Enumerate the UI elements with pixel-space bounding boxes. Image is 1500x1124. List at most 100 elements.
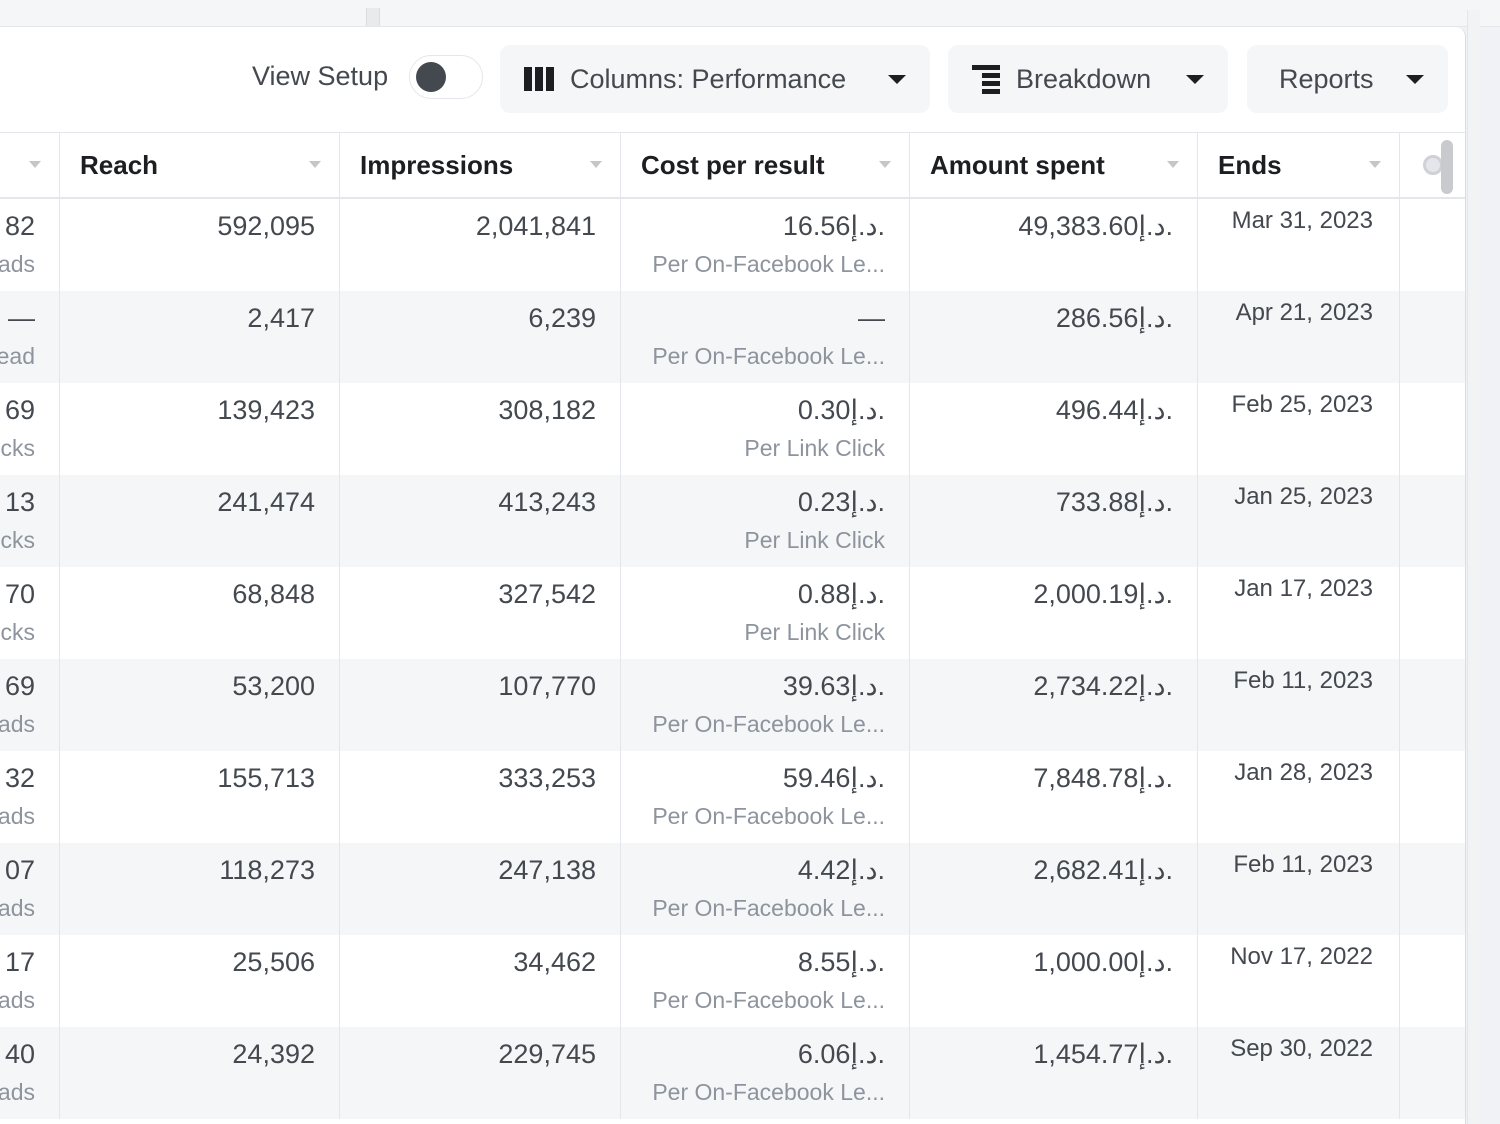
cell-reach: 155,713 <box>60 751 340 843</box>
table-row[interactable]: 82 ads 592,095 2,041,841 16.56د.إ. Per On-Fac… <box>0 199 1465 291</box>
ends-value: Apr 21, 2023 <box>1235 299 1373 326</box>
cell-amount-spent: 2,000.19د.إ. <box>910 567 1198 659</box>
results-value: 69 <box>4 671 35 701</box>
cell-ends: Jan 28, 2023 <box>1198 751 1400 843</box>
reach-value: 53,200 <box>232 671 315 701</box>
sort-caret-icon[interactable] <box>590 161 602 168</box>
cell-reach: 68,848 <box>60 567 340 659</box>
column-header-reach[interactable]: Reach <box>60 133 340 197</box>
cell-ends: Nov 17, 2022 <box>1198 935 1400 1027</box>
results-value: 40 <box>4 1039 35 1069</box>
cell-cost-per-result: 8.55د.إ. Per On-Facebook Le... <box>621 935 910 1027</box>
table-row[interactable]: 69 ads 53,200 107,770 39.63د.إ. Per On-Facebo… <box>0 659 1465 751</box>
results-value: 07 <box>4 855 35 885</box>
reach-value: 118,273 <box>219 855 315 885</box>
column-header-results[interactable] <box>0 133 60 197</box>
impressions-value: 308,182 <box>498 395 596 425</box>
cell-ends: Jan 25, 2023 <box>1198 475 1400 567</box>
columns-dropdown-button[interactable]: Columns: Performance <box>500 45 930 113</box>
cell-impressions: 247,138 <box>340 843 621 935</box>
cell-ends: Jan 17, 2023 <box>1198 567 1400 659</box>
column-header-impressions[interactable]: Impressions <box>340 133 621 197</box>
results-subtext: ads <box>0 803 35 829</box>
sort-caret-icon[interactable] <box>309 161 321 168</box>
cell-impressions: 333,253 <box>340 751 621 843</box>
toggle-knob <box>416 62 446 92</box>
pane-resize-handle[interactable] <box>366 8 380 26</box>
table-row[interactable]: — ead 2,417 6,239 — Per On-Facebook Le... 286.… <box>0 291 1465 383</box>
results-value: 32 <box>4 763 35 793</box>
caret-down-icon <box>1406 74 1424 84</box>
impressions-value: 333,253 <box>498 763 596 793</box>
cost-per-result-subtext: Per On-Facebook Le... <box>652 711 885 737</box>
sort-caret-icon[interactable] <box>1167 161 1179 168</box>
impressions-value: 327,542 <box>498 579 596 609</box>
table-row[interactable]: 07 ads 118,273 247,138 4.42د.إ. Per On-Facebo… <box>0 843 1465 935</box>
table-scrollbar-thumb[interactable] <box>1441 140 1453 194</box>
cost-per-result-value: — <box>858 303 885 333</box>
cost-per-result-value: 4.42د.إ. <box>797 855 885 885</box>
view-setup-toggle[interactable] <box>409 55 483 99</box>
table-row[interactable]: 13 cks 241,474 413,243 0.23د.إ. Per Link Clic… <box>0 475 1465 567</box>
caret-down-icon <box>888 74 906 84</box>
add-column-button[interactable] <box>1400 133 1465 197</box>
reach-value: 25,506 <box>232 947 315 977</box>
cell-results: — ead <box>0 291 60 383</box>
ads-table: Reach Impressions Cost per result Amount sp… <box>0 132 1465 1119</box>
cell-results: 07 ads <box>0 843 60 935</box>
column-header-label: Amount spent <box>930 149 1105 180</box>
page-scrollbar[interactable] <box>1467 10 1480 1124</box>
sort-caret-icon[interactable] <box>1369 161 1381 168</box>
cell-amount-spent: 49,383.60د.إ. <box>910 199 1198 291</box>
caret-down-icon <box>1186 74 1204 84</box>
table-row[interactable]: 40 ads 24,392 229,745 6.06د.إ. Per On-Faceboo… <box>0 1027 1465 1119</box>
results-subtext: cks <box>0 619 36 645</box>
table-row[interactable]: 70 cks 68,848 327,542 0.88د.إ. Per Link Click… <box>0 567 1465 659</box>
amount-spent-value: 1,454.77د.إ. <box>1033 1039 1173 1069</box>
results-subtext: ads <box>0 895 35 921</box>
cell-cost-per-result: 4.42د.إ. Per On-Facebook Le... <box>621 843 910 935</box>
columns-icon <box>524 67 554 91</box>
cell-cost-per-result: 6.06د.إ. Per On-Facebook Le... <box>621 1027 910 1119</box>
sort-caret-icon[interactable] <box>29 161 41 168</box>
ads-table-panel: View Setup Columns: Performance Breakdow… <box>0 27 1466 1124</box>
column-header-cost-per-result[interactable]: Cost per result <box>621 133 910 197</box>
results-value: 17 <box>4 947 35 977</box>
top-strip <box>0 0 1500 27</box>
breakdown-icon <box>972 64 1000 94</box>
cell-reach: 241,474 <box>60 475 340 567</box>
ends-value: Jan 28, 2023 <box>1234 759 1373 786</box>
cost-per-result-subtext: Per On-Facebook Le... <box>652 343 885 369</box>
cost-per-result-subtext: Per Link Click <box>744 527 885 553</box>
cell-amount-spent: 2,734.22د.إ. <box>910 659 1198 751</box>
results-subtext: ads <box>0 987 35 1013</box>
reach-value: 155,713 <box>217 763 315 793</box>
amount-spent-value: 7,848.78د.إ. <box>1033 763 1173 793</box>
column-header-ends[interactable]: Ends <box>1198 133 1400 197</box>
cell-cost-per-result: 0.88د.إ. Per Link Click <box>621 567 910 659</box>
reach-value: 241,474 <box>217 487 315 517</box>
impressions-value: 229,745 <box>498 1039 596 1069</box>
ends-value: Feb 25, 2023 <box>1231 391 1373 418</box>
cell-impressions: 6,239 <box>340 291 621 383</box>
results-subtext: ads <box>0 251 35 277</box>
ends-value: Jan 25, 2023 <box>1234 483 1373 510</box>
table-row[interactable]: 17 ads 25,506 34,462 8.55د.إ. Per On-Facebook… <box>0 935 1465 1027</box>
amount-spent-value: 49,383.60د.إ. <box>1018 211 1173 241</box>
results-value: 69 <box>4 395 35 425</box>
cell-ends: Feb 11, 2023 <box>1198 843 1400 935</box>
table-row[interactable]: 69 cks 139,423 308,182 0.30د.إ. Per Link Clic… <box>0 383 1465 475</box>
breakdown-dropdown-button[interactable]: Breakdown <box>948 45 1228 113</box>
cell-results: 40 ads <box>0 1027 60 1119</box>
table-row[interactable]: 32 ads 155,713 333,253 59.46د.إ. Per On-Faceb… <box>0 751 1465 843</box>
column-header-amount-spent[interactable]: Amount spent <box>910 133 1198 197</box>
sort-caret-icon[interactable] <box>879 161 891 168</box>
cell-reach: 25,506 <box>60 935 340 1027</box>
cell-reach: 2,417 <box>60 291 340 383</box>
cell-amount-spent: 286.56د.إ. <box>910 291 1198 383</box>
cell-ends: Feb 11, 2023 <box>1198 659 1400 751</box>
cell-cost-per-result: — Per On-Facebook Le... <box>621 291 910 383</box>
reports-dropdown-button[interactable]: Reports <box>1247 45 1448 113</box>
cell-impressions: 327,542 <box>340 567 621 659</box>
cell-amount-spent: 1,000.00د.إ. <box>910 935 1198 1027</box>
